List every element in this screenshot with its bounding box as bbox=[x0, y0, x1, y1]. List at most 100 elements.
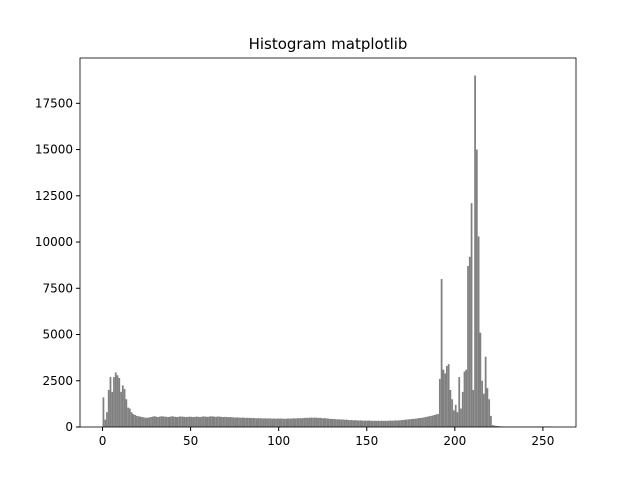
bar bbox=[128, 408, 131, 427]
bar bbox=[211, 416, 214, 427]
bar bbox=[306, 417, 309, 427]
bar bbox=[269, 418, 272, 427]
y-tick-label: 5000 bbox=[42, 328, 73, 342]
bar bbox=[201, 416, 203, 427]
bar bbox=[483, 393, 485, 427]
bar bbox=[225, 417, 228, 427]
bar bbox=[446, 365, 448, 427]
bar bbox=[199, 417, 202, 427]
bar bbox=[236, 417, 239, 427]
bar bbox=[139, 416, 142, 427]
bar bbox=[241, 417, 244, 427]
bar bbox=[356, 420, 358, 427]
bar bbox=[102, 397, 105, 427]
bar bbox=[187, 416, 189, 427]
bar bbox=[181, 416, 184, 427]
bar bbox=[414, 418, 417, 427]
bar bbox=[143, 417, 145, 427]
bar bbox=[384, 420, 387, 427]
bar bbox=[352, 420, 355, 427]
bar bbox=[335, 419, 337, 427]
plot-frame bbox=[79, 57, 577, 428]
bar bbox=[453, 410, 455, 427]
x-tick-label: 200 bbox=[443, 434, 466, 448]
bar bbox=[176, 417, 179, 427]
bar bbox=[231, 417, 233, 427]
bar bbox=[454, 404, 457, 427]
bar bbox=[357, 420, 360, 427]
bar bbox=[423, 417, 425, 427]
bar bbox=[438, 378, 441, 427]
bar bbox=[497, 426, 499, 427]
bar bbox=[271, 418, 274, 427]
bar bbox=[403, 419, 406, 427]
bar bbox=[262, 418, 265, 427]
y-tick-label: 15000 bbox=[35, 143, 73, 157]
bar bbox=[213, 416, 216, 427]
bar bbox=[178, 416, 181, 427]
bar bbox=[243, 417, 246, 427]
bar bbox=[313, 417, 316, 427]
bar bbox=[447, 364, 450, 427]
bar bbox=[421, 417, 424, 427]
bar bbox=[340, 419, 343, 427]
y-tick-label: 12500 bbox=[35, 189, 73, 203]
bar bbox=[354, 420, 357, 427]
bar bbox=[463, 371, 466, 427]
bar bbox=[113, 377, 115, 427]
bar bbox=[456, 412, 459, 427]
bar bbox=[305, 417, 307, 427]
bar bbox=[405, 419, 408, 427]
bar bbox=[389, 420, 392, 427]
x-tick-label: 250 bbox=[531, 434, 554, 448]
bar bbox=[111, 391, 114, 427]
bar bbox=[372, 420, 374, 427]
bar bbox=[324, 418, 327, 427]
bar bbox=[364, 420, 367, 427]
bar bbox=[150, 417, 152, 427]
x-tick-label: 50 bbox=[183, 434, 198, 448]
bar bbox=[431, 415, 434, 427]
bar bbox=[250, 418, 253, 427]
bar bbox=[410, 419, 413, 427]
bar bbox=[171, 416, 173, 427]
bar bbox=[312, 417, 314, 427]
bar bbox=[252, 417, 255, 427]
bar bbox=[444, 373, 447, 427]
bar bbox=[165, 416, 168, 427]
bar bbox=[218, 416, 221, 427]
bar bbox=[398, 420, 401, 427]
bar bbox=[377, 420, 380, 427]
bar bbox=[248, 417, 251, 427]
bar bbox=[394, 420, 397, 427]
bar bbox=[169, 416, 172, 427]
bar bbox=[319, 417, 321, 427]
bar bbox=[401, 419, 404, 427]
bar bbox=[217, 416, 219, 427]
bar bbox=[183, 416, 186, 427]
bar bbox=[440, 279, 443, 427]
bar bbox=[155, 416, 158, 427]
bar bbox=[132, 414, 135, 427]
bar bbox=[118, 377, 121, 427]
bar bbox=[310, 417, 313, 427]
bar bbox=[287, 418, 290, 427]
bar bbox=[303, 417, 306, 427]
bar bbox=[299, 418, 302, 427]
bar bbox=[266, 418, 269, 427]
bar bbox=[467, 266, 469, 427]
bar bbox=[167, 417, 170, 427]
bar bbox=[391, 420, 394, 427]
bar bbox=[282, 418, 284, 427]
bar bbox=[426, 416, 429, 427]
bar bbox=[400, 420, 402, 427]
bar bbox=[158, 416, 161, 427]
bar bbox=[442, 369, 445, 427]
bar bbox=[285, 418, 288, 427]
bar bbox=[153, 416, 156, 427]
bar bbox=[484, 356, 487, 427]
bar bbox=[204, 416, 207, 427]
bar bbox=[259, 418, 262, 427]
bar bbox=[308, 417, 311, 427]
